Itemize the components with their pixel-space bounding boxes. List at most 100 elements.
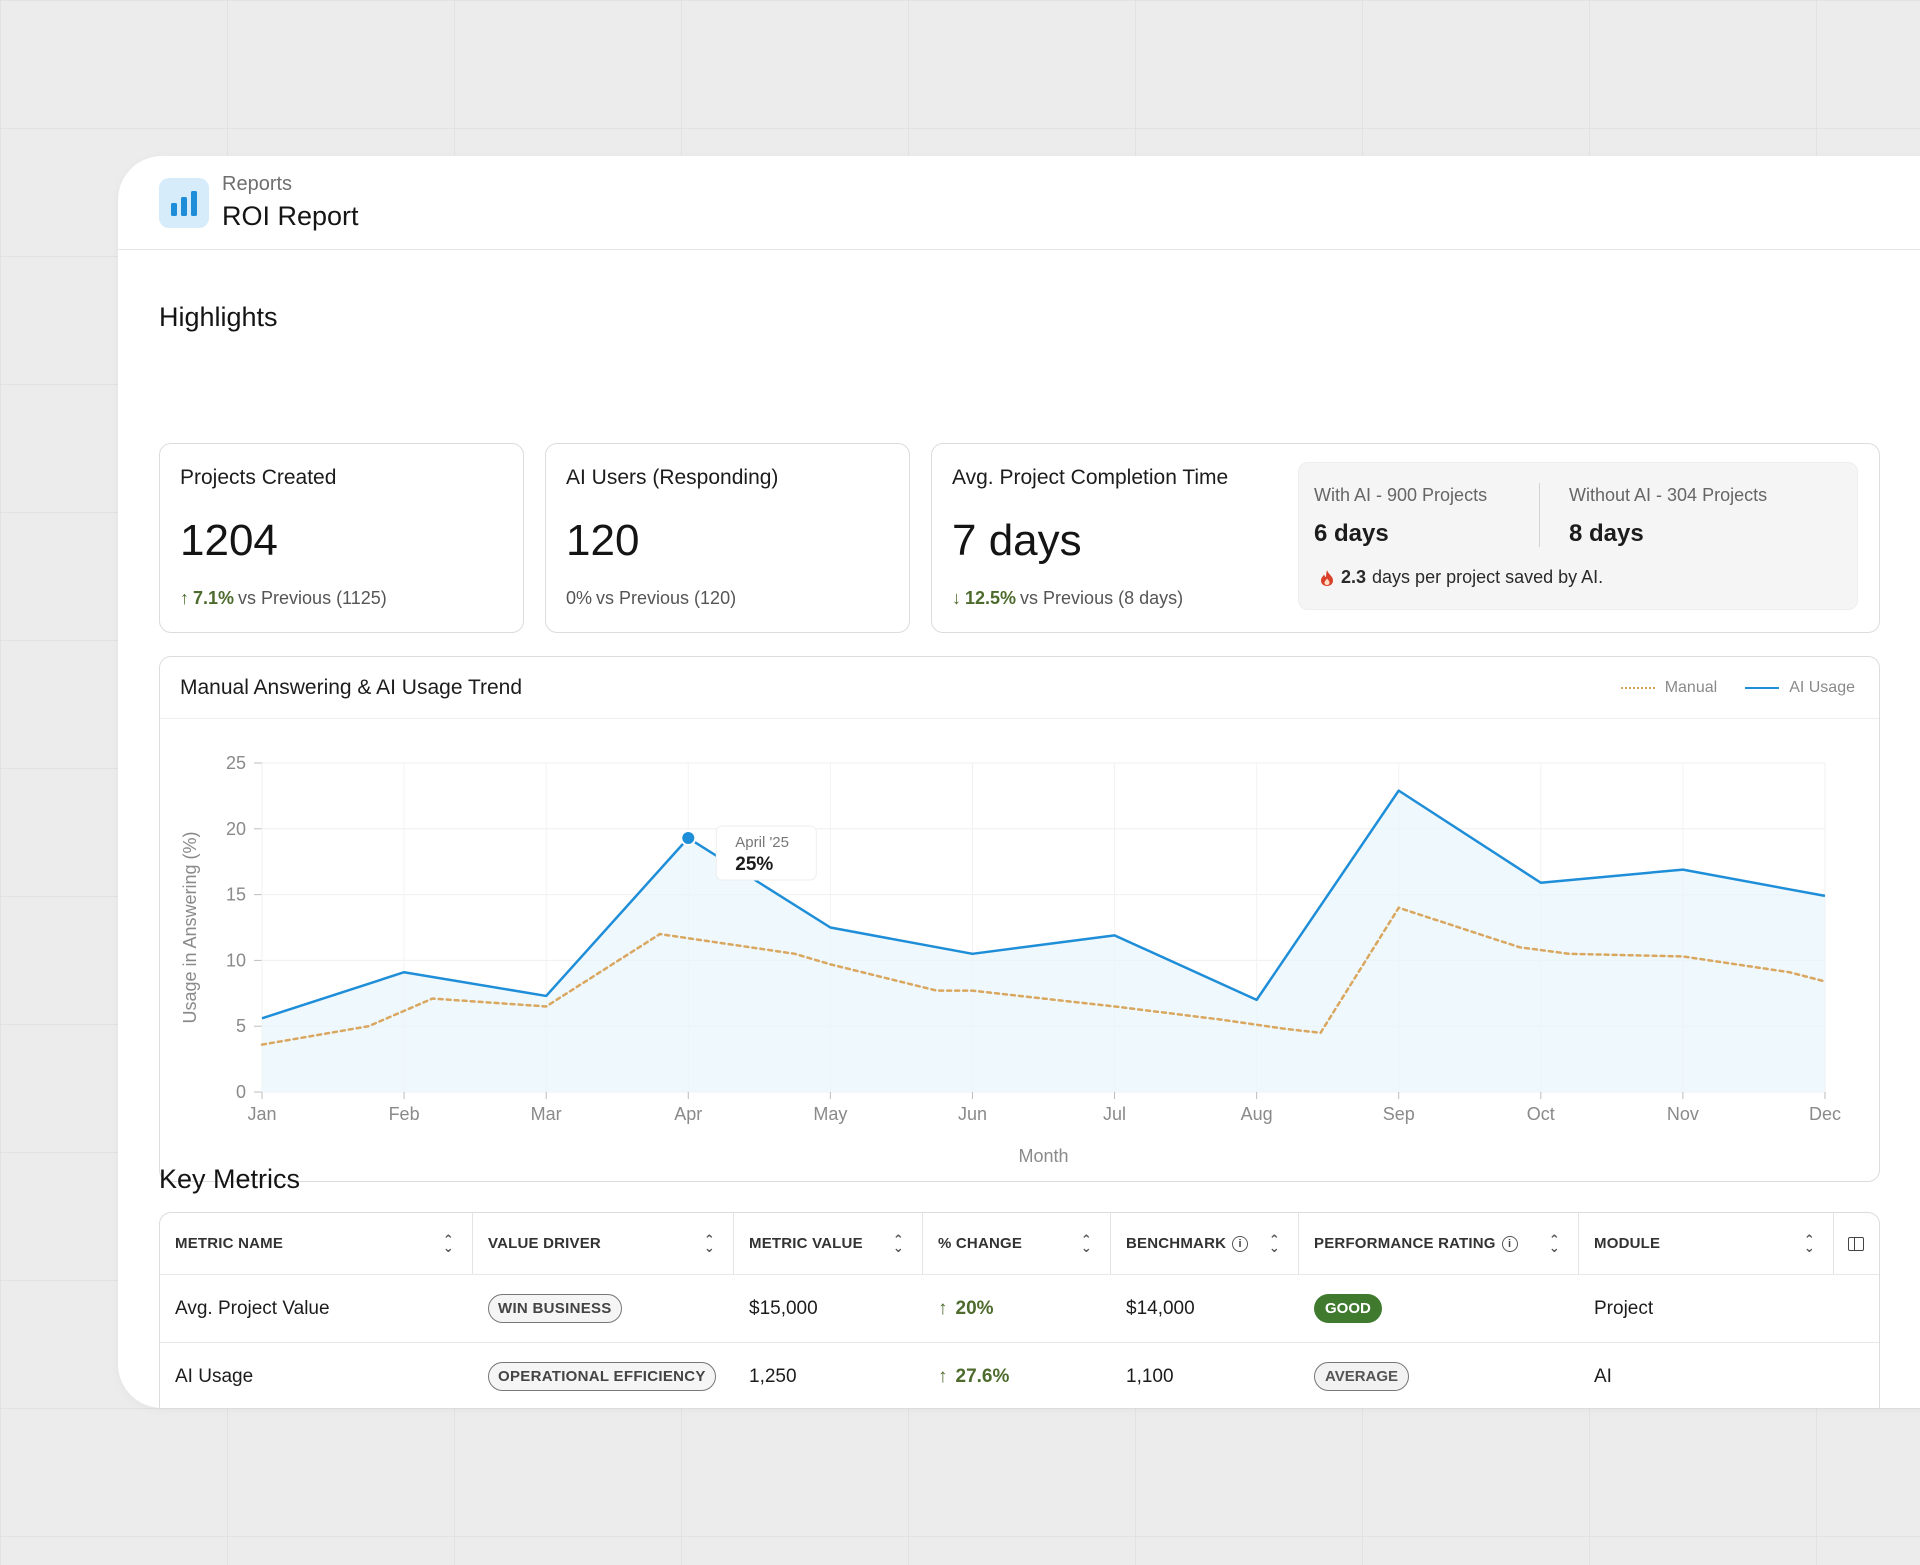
divider <box>1539 483 1540 547</box>
column-header-label: % CHANGE <box>938 1235 1023 1252</box>
change-value: 27.6% <box>955 1365 1010 1387</box>
ai-comparison-box: With AI - 900 Projects 6 days Without AI… <box>1298 462 1858 610</box>
info-icon[interactable]: i <box>1232 1235 1249 1252</box>
page-title: ROI Report <box>222 201 359 231</box>
key-metrics-title: Key Metrics <box>159 1164 301 1194</box>
arrow-up-icon: ↑ <box>938 1297 948 1319</box>
column-header-label: METRIC VALUE <box>749 1235 863 1252</box>
column-settings-button[interactable] <box>1834 1213 1878 1274</box>
x-tick-label: Oct <box>1527 1104 1555 1124</box>
cell-metric-value: $15,000 <box>749 1297 818 1319</box>
kpi-value: 120 <box>566 516 640 565</box>
kpi-delta-value: 12.5% <box>965 588 1017 608</box>
column-header-metric-value[interactable]: METRIC VALUE ⌃ ⌄ <box>734 1213 923 1274</box>
arrow-up-icon: ↑ <box>938 1365 948 1387</box>
kpi-comparison: vs Previous (120) <box>596 588 737 608</box>
chart-header: Manual Answering & AI Usage Trend <box>160 657 1879 719</box>
cell-benchmark: $14,000 <box>1126 1297 1195 1319</box>
table-row[interactable]: AI Usage OPERATIONAL EFFICIENCY 1,250 ↑ 2… <box>160 1343 1879 1408</box>
y-tick-label: 25 <box>226 753 246 773</box>
column-header-performance-rating[interactable]: PERFORMANCE RATING i ⌃ ⌄ <box>1299 1213 1579 1274</box>
legend-swatch-manual <box>1620 687 1655 689</box>
y-tick-label: 10 <box>226 950 246 970</box>
column-header-metric-name[interactable]: METRIC NAME ⌃ ⌄ <box>160 1213 473 1274</box>
x-tick-label: Mar <box>531 1104 562 1124</box>
bar-chart-icon <box>159 177 209 228</box>
kpi-value: 7 days <box>952 516 1082 565</box>
kpi-delta: ↓ 12.5% vs Previous (8 days) <box>952 588 1859 609</box>
tooltip-value: 25% <box>735 854 773 875</box>
cell-value-driver: OPERATIONAL EFFICIENCY <box>473 1343 734 1408</box>
cell-empty <box>1834 1343 1878 1408</box>
info-icon[interactable]: i <box>1501 1235 1518 1252</box>
cell-value-driver: WIN BUSINESS <box>473 1275 734 1342</box>
sort-icon[interactable]: ⌃ ⌄ <box>703 1231 715 1255</box>
chart-title: Manual Answering & AI Usage Trend <box>180 675 523 699</box>
column-header-label: METRIC NAME <box>175 1235 284 1252</box>
cell-metric-value: 1,250 <box>749 1365 797 1387</box>
chart-tooltip <box>715 825 817 881</box>
column-header-label: VALUE DRIVER <box>488 1235 601 1252</box>
cell-module: AI <box>1594 1365 1612 1387</box>
kpi-label: Projects Created <box>180 466 337 489</box>
table-row[interactable]: Avg. Project Value WIN BUSINESS $15,000 … <box>160 1275 1879 1343</box>
table-header-row: METRIC NAME ⌃ ⌄ VALUE DRIVER ⌃ ⌄ METRIC VA… <box>160 1213 1879 1275</box>
cell-module: Project <box>1594 1297 1654 1319</box>
cell-benchmark: 1,100 <box>1126 1365 1174 1387</box>
sort-icon[interactable]: ⌃ ⌄ <box>442 1231 454 1255</box>
kpi-comparison: vs Previous (8 days) <box>1020 588 1184 608</box>
column-header-benchmark[interactable]: BENCHMARK i ⌃ ⌄ <box>1111 1213 1299 1274</box>
sort-icon[interactable]: ⌃ ⌄ <box>892 1231 904 1255</box>
rating-badge: AVERAGE <box>1314 1362 1410 1391</box>
legend-item-ai-usage[interactable]: AI Usage <box>1745 679 1855 697</box>
x-tick-label: Apr <box>674 1104 702 1124</box>
sort-icon[interactable]: ⌃ ⌄ <box>1268 1231 1280 1255</box>
legend-item-manual[interactable]: Manual <box>1620 679 1717 697</box>
column-header-value-driver[interactable]: VALUE DRIVER ⌃ ⌄ <box>473 1213 734 1274</box>
cell-metric-name: Avg. Project Value <box>175 1297 330 1319</box>
sort-icon[interactable]: ⌃ ⌄ <box>1803 1231 1815 1255</box>
x-tick-label: Sep <box>1383 1104 1415 1124</box>
columns-icon <box>1848 1236 1864 1251</box>
ai-usage-area <box>262 790 1825 1092</box>
column-header-change[interactable]: % CHANGE ⌃ ⌄ <box>923 1213 1111 1274</box>
highlights-title: Highlights <box>159 302 278 332</box>
legend-label-ai-usage: AI Usage <box>1789 679 1855 696</box>
cell-metric-name: AI Usage <box>175 1365 254 1387</box>
x-tick-label: May <box>813 1104 847 1124</box>
trend-chart[interactable]: 0 5 10 15 20 25 Jan Feb Mar Apr May Jun Jul Aug Sep Oct… <box>160 719 1880 1182</box>
fire-icon <box>1321 569 1333 586</box>
time-saved-note: 2.3 days per project saved by AI. <box>1319 567 1603 588</box>
column-header-label: BENCHMARK <box>1126 1235 1227 1252</box>
value-driver-tag: OPERATIONAL EFFICIENCY <box>488 1362 716 1391</box>
tooltip-title: April '25 <box>735 834 789 851</box>
sort-icon[interactable]: ⌃ ⌄ <box>1548 1231 1560 1255</box>
cell-performance-rating: GOOD <box>1299 1275 1579 1342</box>
column-header-module[interactable]: MODULE ⌃ ⌄ <box>1579 1213 1834 1274</box>
legend-swatch-ai-usage <box>1745 687 1780 689</box>
with-ai-label: With AI - 900 Projects <box>1314 485 1488 505</box>
kpi-delta: 0% vs Previous (120) <box>566 588 889 609</box>
value-driver-tag: WIN BUSINESS <box>488 1294 622 1323</box>
breadcrumb[interactable]: Reports <box>222 173 293 195</box>
chart-legend: Manual AI Usage <box>1620 679 1855 697</box>
without-ai-column: Without AI - 304 Projects 8 days <box>1569 485 1767 548</box>
kpi-delta-value: 0% <box>566 588 593 608</box>
kpi-delta-value: 7.1% <box>193 588 235 608</box>
without-ai-label: Without AI - 304 Projects <box>1569 485 1768 505</box>
kpi-card-projects-created: Projects Created 1204 ↑ 7.1% vs Previous… <box>159 443 524 633</box>
manual-series-line <box>260 906 1827 1046</box>
y-tick-label: 15 <box>226 885 246 905</box>
kpi-label: Avg. Project Completion Time <box>952 466 1229 489</box>
kpi-card-completion-time: Avg. Project Completion Time 7 days ↓ 12… <box>931 443 1880 633</box>
column-header-label: PERFORMANCE RATING <box>1314 1235 1496 1252</box>
arrow-up-icon: ↑ <box>180 588 189 608</box>
with-ai-column: With AI - 900 Projects 6 days <box>1314 485 1487 548</box>
hover-point <box>680 830 697 847</box>
trend-chart-card: Manual Answering & AI Usage Trend Manual… <box>159 656 1880 1182</box>
sort-icon[interactable]: ⌃ ⌄ <box>1080 1231 1092 1255</box>
cell-performance-rating: AVERAGE <box>1299 1343 1579 1408</box>
y-tick-label: 0 <box>236 1082 246 1102</box>
kpi-delta: ↑ 7.1% vs Previous (1125) <box>180 588 503 609</box>
x-tick-label: Jan <box>247 1104 276 1124</box>
